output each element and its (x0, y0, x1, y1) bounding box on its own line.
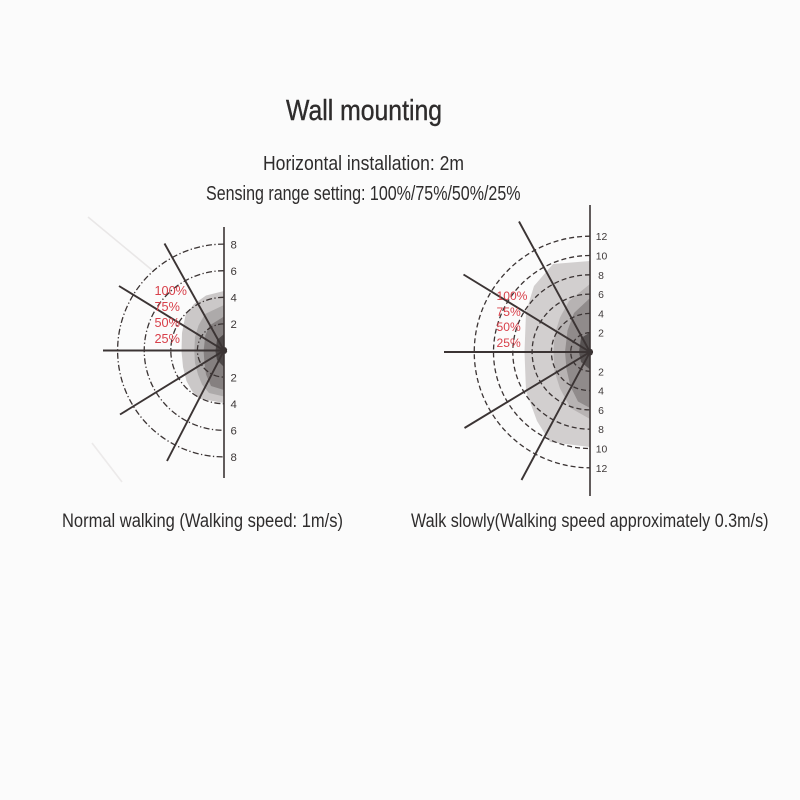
svg-text:6: 6 (231, 426, 237, 438)
svg-text:4: 4 (598, 387, 604, 398)
svg-text:6: 6 (598, 290, 604, 301)
svg-text:100%: 100% (497, 289, 528, 303)
svg-text:8: 8 (598, 271, 604, 282)
svg-text:25%: 25% (155, 332, 180, 346)
svg-text:8: 8 (598, 425, 604, 436)
svg-text:8: 8 (231, 452, 237, 464)
svg-text:6: 6 (231, 266, 237, 278)
svg-text:4: 4 (231, 293, 237, 305)
svg-text:12: 12 (596, 232, 608, 243)
svg-text:100%: 100% (155, 284, 187, 298)
svg-text:2: 2 (231, 319, 237, 331)
svg-text:75%: 75% (497, 305, 521, 319)
svg-text:4: 4 (598, 309, 604, 320)
svg-text:12: 12 (596, 464, 608, 475)
svg-text:25%: 25% (497, 336, 521, 350)
svg-text:6: 6 (598, 406, 604, 417)
svg-text:2: 2 (231, 372, 237, 384)
svg-text:2: 2 (598, 367, 604, 378)
svg-text:2: 2 (598, 329, 604, 340)
svg-text:50%: 50% (497, 320, 521, 334)
svg-text:50%: 50% (155, 316, 180, 330)
svg-text:75%: 75% (155, 300, 180, 314)
svg-text:8: 8 (231, 239, 237, 251)
svg-text:10: 10 (596, 445, 608, 456)
svg-text:4: 4 (231, 399, 237, 411)
svg-text:10: 10 (596, 252, 608, 263)
